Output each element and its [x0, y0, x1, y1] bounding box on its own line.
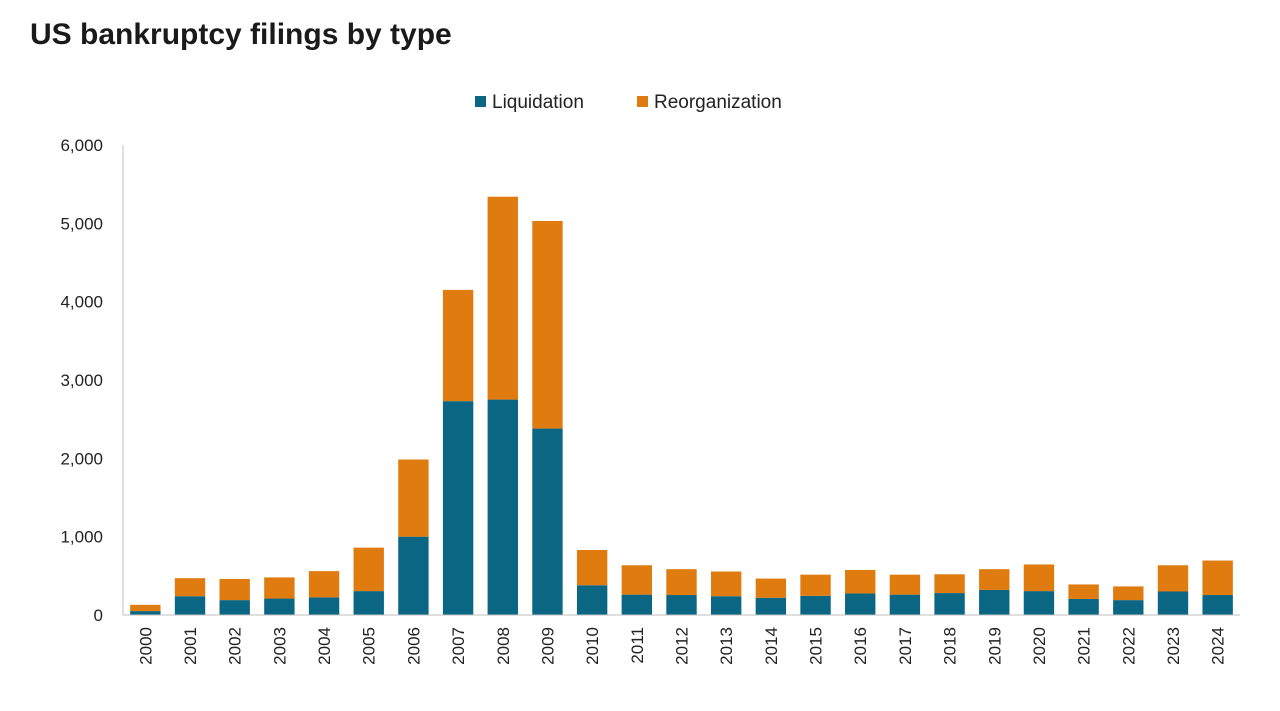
- bar-liquidation-2005: [353, 591, 384, 615]
- bar-reorganization-2018: [934, 574, 965, 594]
- bar-reorganization-2009: [532, 220, 563, 429]
- x-axis: 2000 2001 2002 2003 2004 2005 2006 2007 2008 2009…: [123, 614, 1240, 665]
- x-tick-label: 2001: [181, 627, 200, 665]
- x-tick-label: 2004: [315, 627, 334, 665]
- x-tick-label: 2007: [449, 627, 468, 665]
- y-tick-label: 0: [94, 606, 103, 625]
- bar-reorganization-2024: [1202, 560, 1233, 596]
- x-tick-label: 2002: [226, 627, 245, 665]
- bar-liquidation-2014: [755, 597, 787, 615]
- y-tick-label: 5,000: [60, 214, 103, 233]
- y-tick-label: 6,000: [60, 136, 103, 155]
- bar-reorganization-2022: [1113, 586, 1144, 601]
- bar-liquidation-2024: [1202, 595, 1233, 615]
- x-tick-label: 2023: [1164, 627, 1183, 665]
- bar-liquidation-2008: [487, 399, 518, 615]
- legend-swatch-reorganization: [637, 96, 648, 107]
- bar-liquidation-2011: [621, 594, 653, 615]
- x-tick-label: 2017: [896, 627, 915, 665]
- bars: [130, 196, 1233, 615]
- bar-liquidation-2013: [710, 596, 742, 615]
- bar-reorganization-2000: [130, 604, 161, 612]
- x-tick-label: 2022: [1119, 627, 1138, 665]
- bar-reorganization-2005: [353, 547, 384, 592]
- bar-liquidation-2006: [398, 536, 429, 615]
- bar-reorganization-2021: [1068, 584, 1099, 599]
- bar-reorganization-2014: [755, 578, 787, 598]
- bar-reorganization-2011: [621, 565, 653, 595]
- x-tick-label: 2024: [1209, 627, 1228, 665]
- x-tick-label: 2014: [762, 627, 781, 665]
- y-tick-label: 1,000: [60, 528, 103, 547]
- bar-reorganization-2002: [219, 578, 250, 601]
- y-axis: 0 1,000 2,000 3,000 4,000 5,000 6,000: [60, 136, 124, 625]
- x-tick-label: 2009: [538, 627, 557, 665]
- y-tick-label: 3,000: [60, 371, 103, 390]
- chart-title: US bankruptcy filings by type: [30, 18, 452, 51]
- y-tick-label: 2,000: [60, 449, 103, 468]
- bar-liquidation-2019: [979, 589, 1010, 615]
- bar-liquidation-2010: [576, 585, 608, 615]
- bar-reorganization-2012: [666, 569, 697, 596]
- bar-liquidation-2022: [1113, 600, 1144, 615]
- bar-liquidation-2023: [1157, 591, 1189, 615]
- bar-liquidation-2021: [1068, 598, 1099, 615]
- legend-swatch-liquidation: [475, 96, 486, 107]
- bar-liquidation-2004: [308, 597, 340, 615]
- x-tick-label: 2010: [583, 627, 602, 665]
- x-tick-label: 2003: [270, 627, 289, 665]
- x-tick-label: 2012: [673, 627, 692, 665]
- bar-liquidation-2017: [889, 594, 921, 615]
- y-tick-label: 4,000: [60, 293, 103, 312]
- x-tick-label: 2021: [1075, 627, 1094, 665]
- x-tick-label: 2019: [985, 627, 1004, 665]
- bar-liquidation-2020: [1023, 591, 1055, 615]
- x-tick-label: 2000: [136, 627, 155, 665]
- bar-reorganization-2008: [487, 196, 518, 400]
- bar-liquidation-2015: [800, 595, 831, 615]
- bar-liquidation-2001: [174, 596, 206, 615]
- bar-liquidation-2018: [934, 593, 965, 615]
- bar-liquidation-2003: [264, 598, 295, 615]
- x-tick-label: 2018: [941, 627, 960, 665]
- x-tick-label: 2020: [1030, 627, 1049, 665]
- x-tick-label: 2011: [628, 627, 647, 664]
- legend-label-liquidation: Liquidation: [492, 92, 584, 113]
- x-tick-label: 2006: [404, 627, 423, 665]
- bar-reorganization-2007: [442, 289, 474, 402]
- legend: Liquidation Reorganization: [475, 92, 782, 113]
- bar-reorganization-2016: [845, 569, 876, 594]
- bar-reorganization-2001: [174, 578, 206, 597]
- bar-reorganization-2010: [576, 549, 608, 586]
- bar-reorganization-2023: [1157, 565, 1189, 592]
- bar-reorganization-2020: [1023, 564, 1055, 592]
- bar-reorganization-2006: [398, 459, 429, 537]
- x-tick-label: 2005: [360, 627, 379, 665]
- x-tick-label: 2015: [807, 627, 826, 665]
- bar-reorganization-2003: [264, 577, 295, 599]
- x-tick-label: 2013: [717, 627, 736, 665]
- legend-label-reorganization: Reorganization: [654, 92, 782, 113]
- bar-liquidation-2009: [532, 428, 563, 615]
- bar-liquidation-2016: [845, 593, 876, 615]
- bar-liquidation-2012: [666, 595, 697, 615]
- bar-liquidation-2002: [219, 600, 250, 615]
- bar-reorganization-2004: [308, 571, 340, 598]
- bar-reorganization-2013: [710, 571, 742, 597]
- bar-reorganization-2015: [800, 574, 831, 596]
- x-tick-label: 2008: [494, 627, 513, 665]
- bar-liquidation-2000: [130, 611, 161, 615]
- x-tick-label: 2016: [851, 627, 870, 665]
- bar-reorganization-2019: [979, 569, 1010, 590]
- bar-liquidation-2007: [442, 401, 474, 615]
- bar-reorganization-2017: [889, 574, 921, 595]
